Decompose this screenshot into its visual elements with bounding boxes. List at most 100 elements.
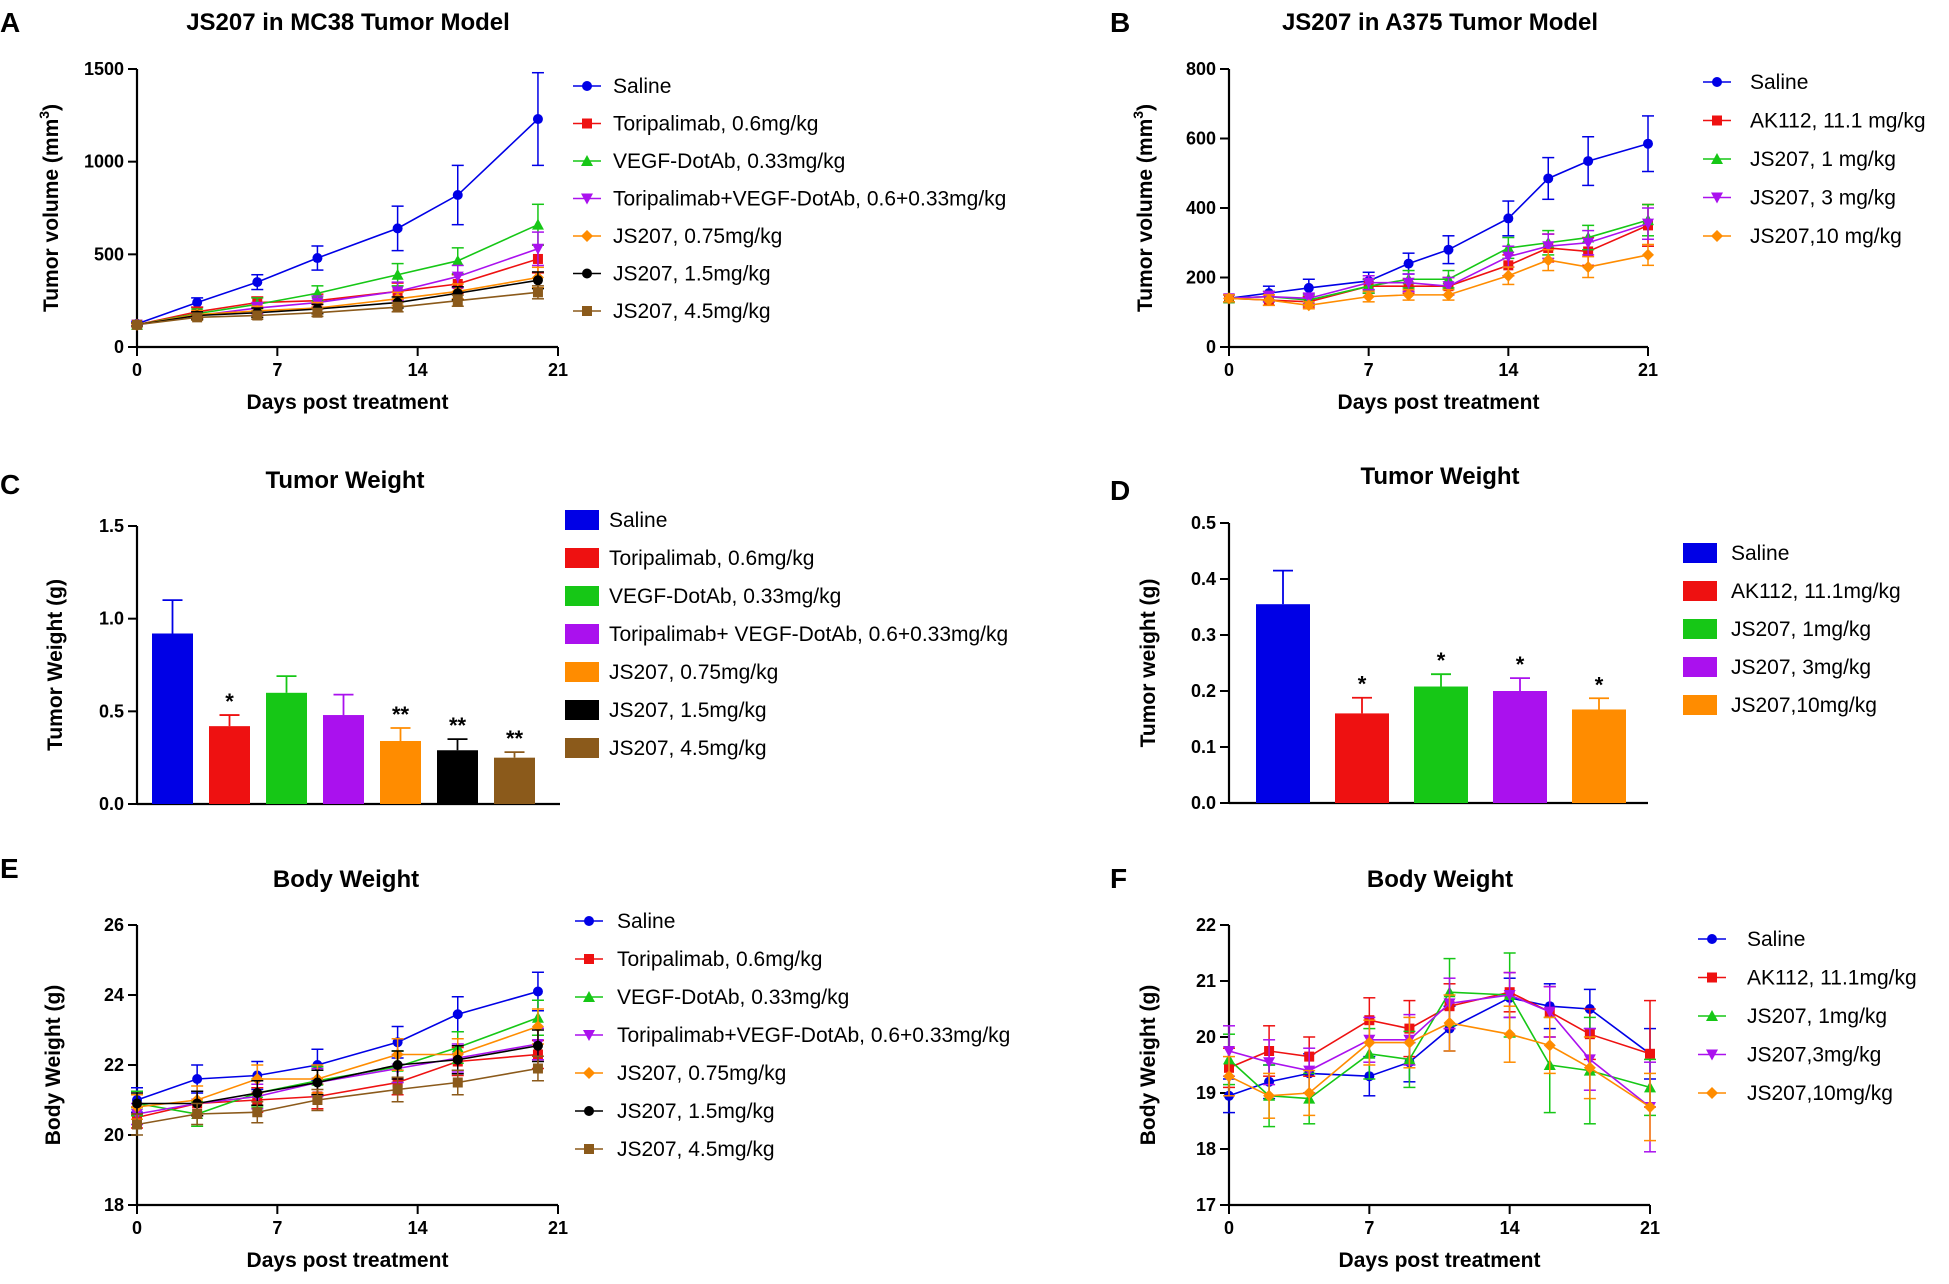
series-0	[1223, 115, 1654, 304]
data-point	[1402, 288, 1415, 301]
data-point	[1443, 1017, 1456, 1029]
legend-item: JS207,3mg/kg	[1698, 1044, 1881, 1067]
bar	[380, 740, 421, 804]
data-point	[531, 218, 544, 230]
significance-mark: *	[1516, 652, 1525, 677]
chart-c: Tumor Weight 0.0 0.5 1.0 1.5 Tumor Weight (g)…	[44, 467, 1008, 814]
data-point	[1542, 254, 1555, 267]
data-point	[532, 1063, 543, 1074]
x-axis-label: Days post treatment	[1339, 1249, 1541, 1272]
data-point	[1582, 237, 1595, 249]
data-point	[1583, 156, 1594, 167]
legend-item: Toripalimab+ VEGF-DotAb, 0.6+0.33mg/kg	[565, 623, 1008, 646]
y-tick-label: 1.5	[99, 516, 124, 536]
legend-item: JS207, 1 mg/kg	[1703, 148, 1896, 171]
chart-d: Tumor Weight 0.0 0.1 0.2 0.3 0.4 0.5 Tumor weig…	[1137, 463, 1901, 813]
y-axis-label: Tumor volume (mm3)	[1130, 104, 1157, 312]
panel-letter-b: B	[1110, 7, 1130, 38]
data-point	[392, 223, 403, 234]
legend-item: JS207, 0.75mg/kg	[565, 661, 778, 684]
legend-label: Toripalimab+VEGF-DotAb, 0.6+0.33mg/kg	[617, 1024, 1010, 1047]
data-point	[452, 295, 463, 306]
y-tick-label: 400	[1186, 198, 1216, 218]
legend-item: Toripalimab, 0.6mg/kg	[565, 547, 814, 570]
legend-item: Toripalimab+VEGF-DotAb, 0.6+0.33mg/kg	[575, 1024, 1010, 1047]
y-tick-label: 21	[1196, 971, 1216, 991]
panel-letter-f: F	[1110, 863, 1127, 894]
panel-letter-a: A	[0, 7, 20, 38]
data-point	[1644, 1101, 1656, 1113]
data-point	[1262, 294, 1275, 307]
legend-marker	[584, 1106, 594, 1116]
data-point	[1503, 990, 1516, 1001]
data-point	[1403, 1036, 1416, 1049]
legend-marker	[582, 118, 592, 129]
data-point	[452, 1054, 463, 1065]
chart-title: Body Weight	[1367, 866, 1513, 893]
x-tick-label: 7	[1364, 360, 1374, 380]
legend-item: Saline	[575, 910, 675, 933]
data-point	[1223, 1070, 1235, 1083]
legend-marker	[1712, 77, 1722, 87]
y-axis-label: Body Weight (g)	[1137, 985, 1160, 1146]
legend-marker	[581, 193, 593, 205]
legend-item: JS207, 3 mg/kg	[1703, 187, 1896, 210]
legend-label: JS207,10 mg/kg	[1750, 225, 1902, 248]
panel-letter-c: C	[0, 469, 20, 500]
x-axis-label: Days post treatment	[247, 1249, 449, 1272]
data-point	[252, 310, 263, 321]
y-tick-label: 0.0	[99, 794, 124, 814]
legend-label: Saline	[609, 509, 667, 532]
chart-b: JS207 in A375 Tumor Model 0 200 400 600 800 0 7…	[1130, 9, 1926, 414]
x-tick-label: 21	[548, 360, 568, 380]
y-tick-label: 18	[1196, 1139, 1216, 1159]
significance-mark: *	[1437, 648, 1446, 673]
data-point	[1363, 1036, 1376, 1049]
y-tick-label: 18	[104, 1195, 124, 1215]
legend-item: JS207, 3mg/kg	[1683, 656, 1871, 679]
data-point	[452, 1009, 463, 1020]
legend-marker	[584, 916, 594, 926]
series-line	[1228, 991, 1651, 1100]
series-line	[1228, 994, 1651, 1108]
legend-label: JS207,10mg/kg	[1731, 694, 1877, 717]
data-point	[1403, 258, 1414, 269]
data-point	[532, 1040, 543, 1051]
data-point	[532, 986, 543, 997]
panel-letter-d: D	[1110, 475, 1130, 506]
data-point	[1582, 261, 1595, 274]
legend-label: JS207, 3 mg/kg	[1750, 187, 1896, 210]
series-4	[1223, 994, 1656, 1142]
y-tick-label: 0.3	[1191, 625, 1216, 645]
bar-group: *	[1572, 672, 1626, 803]
legend-swatch	[1683, 581, 1717, 601]
x-tick-label: 14	[1498, 360, 1518, 380]
legend-label: Toripalimab, 0.6mg/kg	[613, 113, 818, 136]
legend-label: JS207, 1mg/kg	[1747, 1005, 1887, 1028]
legend-label: JS207, 3mg/kg	[1731, 656, 1871, 679]
legend-item: JS207,10 mg/kg	[1703, 225, 1902, 248]
y-tick-label: 0.4	[1191, 569, 1216, 589]
legend-label: AK112, 11.1 mg/kg	[1750, 110, 1926, 133]
y-tick-label: 0.5	[1191, 513, 1216, 533]
legend-swatch	[565, 662, 599, 682]
legend-label: JS207,3mg/kg	[1747, 1044, 1881, 1067]
series-4	[1223, 243, 1654, 312]
legend-item: Saline	[1683, 542, 1789, 565]
bar	[437, 750, 478, 804]
legend-marker	[1712, 115, 1722, 126]
y-tick-label: 500	[94, 244, 124, 264]
series-0	[131, 71, 544, 329]
significance-mark: **	[506, 726, 524, 751]
bar	[1414, 686, 1468, 803]
data-point	[452, 190, 463, 201]
legend-swatch	[565, 586, 599, 606]
chart-e: Body Weight 18 20 22 24 26 0 7 14 21 Days post tre…	[42, 866, 1010, 1272]
y-tick-label: 26	[104, 915, 124, 935]
series-line	[136, 118, 539, 325]
chart-f: Body Weight 17 18 19 20 21 22 0 7 14 21 Days post t…	[1137, 866, 1917, 1272]
legend-swatch	[565, 700, 599, 720]
data-point	[1543, 1039, 1556, 1052]
legend-marker	[1707, 972, 1717, 983]
y-tick-label: 0.0	[1191, 793, 1216, 813]
